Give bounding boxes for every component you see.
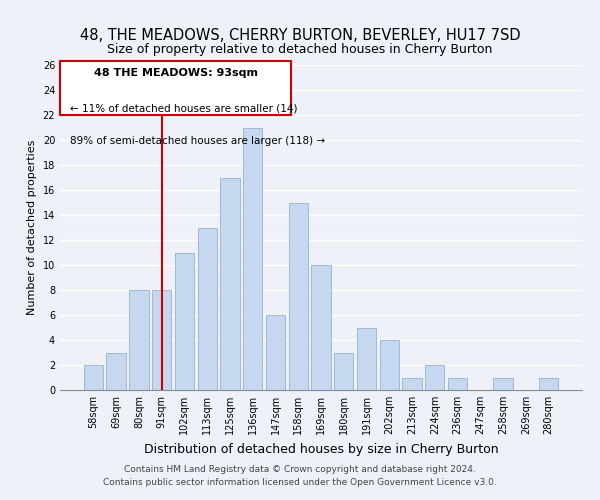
X-axis label: Distribution of detached houses by size in Cherry Burton: Distribution of detached houses by size …: [143, 442, 499, 456]
Text: 48, THE MEADOWS, CHERRY BURTON, BEVERLEY, HU17 7SD: 48, THE MEADOWS, CHERRY BURTON, BEVERLEY…: [80, 28, 520, 42]
Text: 48 THE MEADOWS: 93sqm: 48 THE MEADOWS: 93sqm: [94, 68, 257, 78]
Text: Contains public sector information licensed under the Open Government Licence v3: Contains public sector information licen…: [103, 478, 497, 487]
Bar: [266, 315, 285, 390]
Bar: [403, 378, 422, 390]
Bar: [334, 352, 353, 390]
Bar: [357, 328, 376, 390]
Bar: [380, 340, 399, 390]
Bar: [493, 378, 513, 390]
Bar: [175, 252, 194, 390]
FancyBboxPatch shape: [60, 61, 291, 115]
Bar: [243, 128, 262, 390]
Bar: [197, 228, 217, 390]
Bar: [539, 378, 558, 390]
Bar: [84, 365, 103, 390]
Bar: [220, 178, 239, 390]
Text: 89% of semi-detached houses are larger (118) →: 89% of semi-detached houses are larger (…: [70, 136, 326, 146]
Bar: [152, 290, 172, 390]
Bar: [129, 290, 149, 390]
Text: Contains HM Land Registry data © Crown copyright and database right 2024.: Contains HM Land Registry data © Crown c…: [124, 466, 476, 474]
Y-axis label: Number of detached properties: Number of detached properties: [27, 140, 37, 315]
Bar: [289, 202, 308, 390]
Bar: [448, 378, 467, 390]
Bar: [311, 265, 331, 390]
Bar: [425, 365, 445, 390]
Text: Size of property relative to detached houses in Cherry Burton: Size of property relative to detached ho…: [107, 42, 493, 56]
Bar: [106, 352, 126, 390]
Text: ← 11% of detached houses are smaller (14): ← 11% of detached houses are smaller (14…: [70, 104, 298, 114]
